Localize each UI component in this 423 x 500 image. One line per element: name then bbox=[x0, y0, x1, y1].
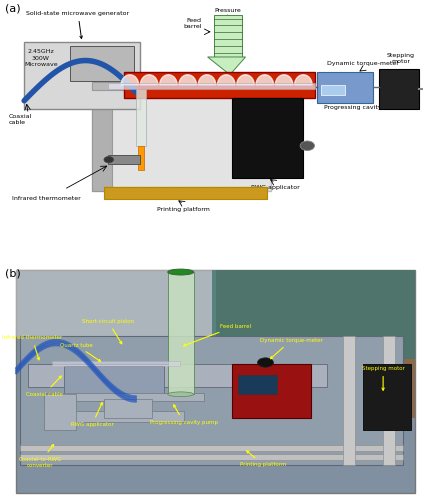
Polygon shape bbox=[237, 74, 254, 85]
Text: Feed
barrel: Feed barrel bbox=[183, 18, 202, 29]
Bar bbox=[92, 90, 272, 191]
Text: Printing platform: Printing platform bbox=[157, 206, 210, 212]
Bar bbox=[212, 270, 415, 418]
Bar bbox=[214, 14, 242, 57]
Bar bbox=[44, 394, 76, 430]
Bar bbox=[24, 42, 140, 108]
Bar bbox=[317, 72, 373, 104]
Text: Quartz tube: Quartz tube bbox=[60, 342, 101, 361]
Text: Stepping
motor: Stepping motor bbox=[387, 53, 415, 64]
Polygon shape bbox=[208, 57, 245, 73]
Polygon shape bbox=[159, 74, 177, 85]
Text: Pressure: Pressure bbox=[214, 8, 241, 13]
Text: Progressing cavity pump: Progressing cavity pump bbox=[324, 104, 402, 110]
Text: Infrared thermometer: Infrared thermometer bbox=[2, 336, 62, 360]
Polygon shape bbox=[294, 74, 312, 85]
Text: Coaxial
cable: Coaxial cable bbox=[8, 114, 31, 124]
Polygon shape bbox=[198, 74, 216, 85]
Bar bbox=[212, 270, 415, 359]
Bar bbox=[138, 146, 144, 170]
Bar bbox=[168, 272, 194, 394]
Ellipse shape bbox=[168, 392, 194, 396]
Polygon shape bbox=[256, 74, 274, 85]
Circle shape bbox=[258, 358, 273, 367]
Bar bbox=[363, 364, 411, 430]
Bar bbox=[70, 46, 134, 81]
Polygon shape bbox=[121, 74, 139, 85]
Text: Dynamic torque-meter: Dynamic torque-meter bbox=[260, 338, 323, 358]
Bar bbox=[238, 376, 277, 394]
Text: (a): (a) bbox=[5, 4, 21, 14]
Circle shape bbox=[300, 141, 315, 150]
Polygon shape bbox=[179, 74, 196, 85]
Text: 2.45GHz
300W
Microwave: 2.45GHz 300W Microwave bbox=[24, 49, 58, 68]
Bar bbox=[231, 98, 303, 178]
Bar bbox=[20, 454, 403, 460]
Ellipse shape bbox=[168, 269, 194, 275]
Bar bbox=[104, 187, 267, 198]
Text: Progressing cavity pump: Progressing cavity pump bbox=[150, 405, 218, 425]
Bar bbox=[20, 336, 403, 465]
Circle shape bbox=[104, 156, 113, 163]
Bar bbox=[52, 361, 180, 366]
Text: RWG applicator: RWG applicator bbox=[251, 186, 300, 190]
Bar bbox=[64, 366, 164, 394]
Bar bbox=[136, 89, 146, 146]
Bar bbox=[124, 72, 315, 98]
Bar bbox=[104, 399, 152, 418]
Bar bbox=[321, 85, 345, 96]
Text: Solid-state microwave generator: Solid-state microwave generator bbox=[27, 11, 129, 38]
Bar bbox=[28, 364, 327, 387]
Text: Infrared thermometer: Infrared thermometer bbox=[12, 196, 81, 201]
Bar bbox=[231, 364, 311, 418]
Bar bbox=[92, 82, 272, 90]
Bar bbox=[64, 410, 184, 422]
Bar bbox=[108, 83, 315, 89]
Text: Dynamic torque-meter: Dynamic torque-meter bbox=[327, 61, 399, 66]
Polygon shape bbox=[217, 74, 235, 85]
Text: Short-circuit piston: Short-circuit piston bbox=[82, 319, 134, 344]
Bar bbox=[343, 336, 355, 465]
Text: Feed barrel: Feed barrel bbox=[184, 324, 251, 346]
Text: Coaxial-to-RWG
converter: Coaxial-to-RWG converter bbox=[19, 444, 62, 468]
Text: Coaxial cable: Coaxial cable bbox=[26, 376, 63, 397]
Text: RWG applicator: RWG applicator bbox=[71, 402, 113, 427]
Polygon shape bbox=[140, 74, 158, 85]
Bar bbox=[20, 445, 403, 450]
Bar bbox=[92, 90, 112, 191]
Bar bbox=[108, 155, 140, 164]
Bar bbox=[16, 270, 216, 336]
Bar bbox=[44, 393, 203, 402]
Bar bbox=[383, 336, 395, 465]
Text: Printing platform: Printing platform bbox=[240, 451, 287, 467]
Text: (b): (b) bbox=[5, 268, 21, 278]
Polygon shape bbox=[275, 74, 293, 85]
Text: Quartz tube: Quartz tube bbox=[239, 104, 277, 108]
Bar bbox=[379, 69, 419, 108]
Text: Stepping motor: Stepping motor bbox=[362, 366, 404, 390]
